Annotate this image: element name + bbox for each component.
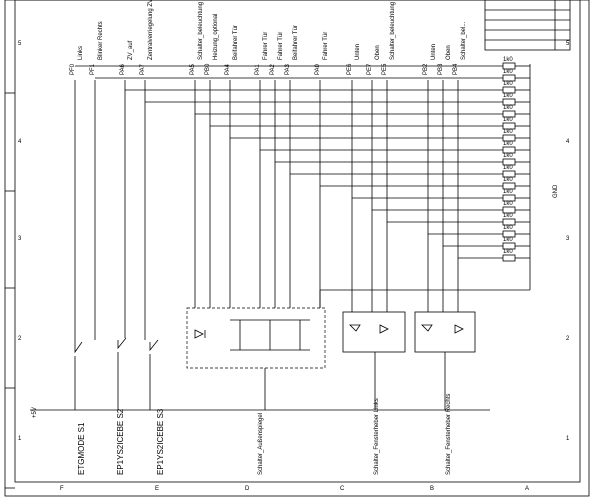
- outer-frame: [4, 0, 590, 497]
- pin-label: PB0: [205, 63, 211, 75]
- component-label: Schalter_Fensterheber Rechts: [446, 394, 452, 475]
- resistor-label: 1k0: [503, 81, 513, 87]
- resistor-label: 1k0: [503, 105, 513, 111]
- resistor-label: 1k0: [503, 57, 513, 63]
- resistor-label: 1k0: [503, 165, 513, 171]
- window-switch-left: [342, 311, 406, 353]
- signal-name: Oben: [446, 45, 452, 60]
- title-block: [484, 0, 571, 51]
- pin-label: PA4: [225, 63, 231, 75]
- resistor-label: 1k0: [503, 213, 513, 219]
- gnd-label: GND: [553, 184, 559, 198]
- column-marker: C: [340, 486, 345, 492]
- resistor-label: 1k0: [503, 93, 513, 99]
- row-marker: 2: [18, 336, 22, 342]
- signal-name: Beifahrer Tür: [293, 25, 299, 60]
- pin-label: PF0: [70, 63, 76, 75]
- signal-name: Fahrer Tür: [323, 32, 329, 60]
- title-block-lines: [485, 0, 570, 50]
- pin-label: PA7: [140, 63, 146, 75]
- window-switch-right: [414, 311, 476, 353]
- switch-symbols: [74, 319, 464, 410]
- row-marker: 1: [18, 436, 22, 442]
- signal-name: Blinker Rechts: [98, 21, 104, 60]
- signal-name: Schalter_bel...: [461, 21, 467, 60]
- column-marker: B: [430, 486, 434, 492]
- pin-label: PB4: [453, 63, 459, 75]
- pin-label: PA5: [190, 63, 196, 75]
- resistor-label: 1k0: [503, 129, 513, 135]
- pin-label: PE6: [347, 63, 353, 75]
- row-marker: 3: [18, 236, 22, 242]
- column-marker: D: [245, 486, 250, 492]
- signal-name: Fahrer Tür: [278, 32, 284, 60]
- signal-name: Zentralverriegelung ZV_zu: [148, 0, 154, 60]
- signal-name: ZV_auf: [128, 40, 134, 60]
- component-label: EP1YS2ICEBE S3: [156, 408, 165, 475]
- resistor-label: 1k0: [503, 237, 513, 243]
- signal-name: Beifahrer Tür: [233, 25, 239, 60]
- pin-label: PA2: [270, 63, 276, 75]
- component-label: Schalter_Fensterheber Links: [374, 398, 380, 475]
- column-marker: A: [525, 486, 529, 492]
- signal-name: Unten: [431, 44, 437, 60]
- signal-name: Heizung_optional: [213, 14, 219, 60]
- resistor: [502, 254, 516, 262]
- component-label: EP1YS2ICEBE S2: [116, 408, 125, 475]
- row-marker: 2: [566, 336, 570, 342]
- resistor-label: 1k0: [503, 225, 513, 231]
- resistor-label: 1k0: [503, 117, 513, 123]
- mirror-switch-box: [186, 307, 326, 369]
- row-marker: 5: [18, 41, 22, 47]
- resistor-label: 1k0: [503, 153, 513, 159]
- pin-label: PA6: [120, 63, 126, 75]
- column-marker: E: [155, 486, 159, 492]
- resistor-label: 1k0: [503, 249, 513, 255]
- row-marker: 3: [566, 236, 570, 242]
- supply-label: +5V: [32, 407, 38, 418]
- row-marker: 1: [566, 436, 570, 442]
- resistor-label: 1k0: [503, 201, 513, 207]
- resistor-label: 1k0: [503, 177, 513, 183]
- resistor-label: 1k0: [503, 141, 513, 147]
- pin-label: PB2: [423, 63, 429, 75]
- pin-label: PB3: [438, 63, 444, 75]
- inner-frame: [14, 0, 581, 483]
- row-marker: 4: [566, 139, 570, 145]
- pin-label: PA0: [315, 63, 321, 75]
- signal-name: Links: [78, 46, 84, 60]
- pin-label: PE5: [382, 63, 388, 75]
- resistor-label: 1k0: [503, 69, 513, 75]
- signal-name: Oben: [375, 45, 381, 60]
- pin-label: PA3: [285, 63, 291, 75]
- row-marker: 4: [18, 139, 22, 145]
- pin-label: PE7: [367, 63, 373, 75]
- signal-name: Schalter_beleuchtung: [390, 2, 396, 60]
- signal-name: Unten: [355, 44, 361, 60]
- signal-name: Fahrer Tür: [263, 32, 269, 60]
- signal-name: Schalter_beleuchtung: [198, 2, 204, 60]
- pin-label: PF1: [90, 63, 96, 75]
- pin-label: PA1: [255, 63, 261, 75]
- resistor-label: 1k0: [503, 189, 513, 195]
- component-label: Schalter_Außenspiegel: [258, 413, 264, 475]
- component-label: ETGMODE S1: [77, 422, 86, 475]
- row-marker: 5: [566, 41, 570, 47]
- column-marker: F: [60, 486, 64, 492]
